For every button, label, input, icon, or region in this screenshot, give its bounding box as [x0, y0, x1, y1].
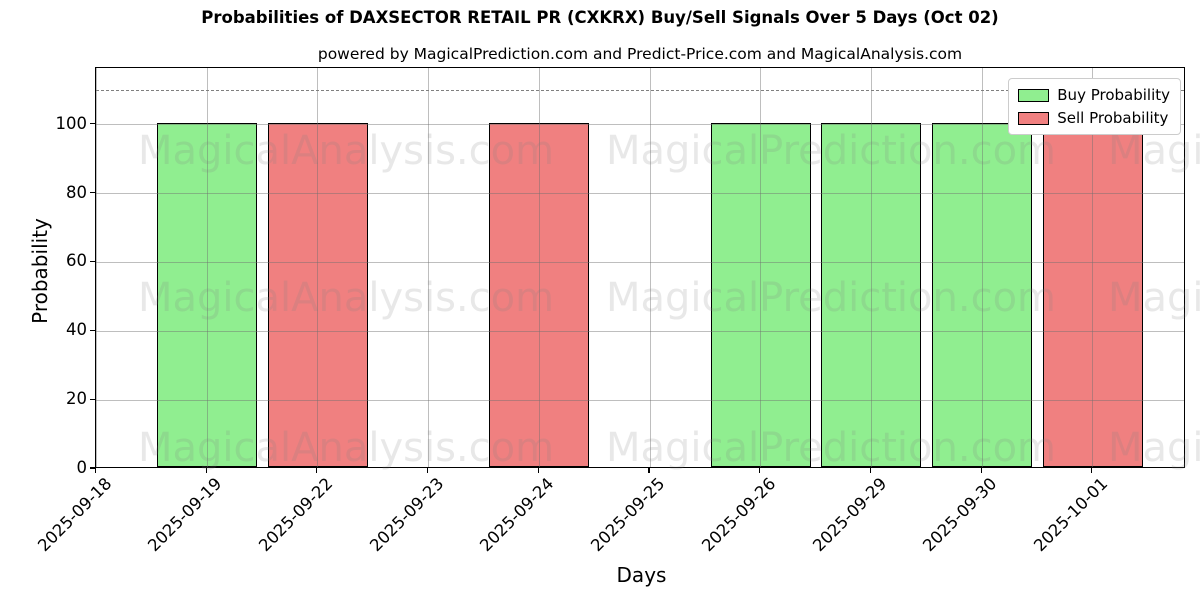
x-gridline — [1092, 68, 1094, 467]
x-gridline — [760, 68, 762, 467]
x-tick-mark — [648, 468, 650, 473]
x-axis-label: Days — [616, 563, 667, 587]
y-gridline — [96, 330, 1184, 332]
y-tick-mark — [90, 260, 95, 263]
legend-label-buy: Buy Probability — [1057, 86, 1170, 104]
bar-buy-2025-09-19 — [157, 122, 258, 467]
legend: Buy Probability Sell Probability — [1008, 78, 1181, 135]
x-tick-label: 2025-09-25 — [587, 474, 669, 556]
x-tick-mark — [94, 468, 97, 473]
y-tick-mark — [90, 123, 95, 125]
x-gridline — [206, 68, 208, 467]
y-tick-label: 80 — [66, 182, 87, 202]
x-tick-label: 2025-09-23 — [365, 474, 448, 556]
x-tick-label: 2025-09-29 — [808, 474, 890, 556]
x-gridline — [96, 68, 97, 467]
buy-probability-swatch — [1018, 88, 1050, 102]
bar-buy-2025-09-30 — [932, 122, 1033, 467]
y-tick-label: 100 — [55, 113, 88, 133]
x-tick-mark — [537, 468, 539, 473]
legend-item-sell: Sell Probability — [1018, 109, 1170, 127]
x-tick-mark — [980, 468, 982, 473]
x-tick-label: 2025-09-18 — [33, 474, 115, 556]
x-gridline — [317, 68, 319, 467]
x-tick-mark — [1091, 468, 1093, 473]
chart-subtitle: powered by MagicalPrediction.com and Pre… — [317, 45, 963, 63]
y-tick-label: 20 — [66, 389, 87, 409]
x-tick-label: 2025-09-19 — [144, 474, 226, 556]
x-tick-label: 2025-10-01 — [1030, 474, 1112, 556]
bar-buy-2025-09-26 — [710, 122, 811, 467]
x-tick-label: 2025-09-24 — [476, 474, 558, 556]
plot-area: MagicalAnalysis.comMagicalPrediction.com… — [95, 67, 1200, 471]
y-tick-label: 40 — [66, 320, 87, 340]
legend-item-buy: Buy Probability — [1018, 86, 1170, 104]
x-gridline — [870, 68, 872, 467]
x-tick-mark — [869, 468, 871, 473]
bar-sell-2025-09-22 — [267, 122, 368, 467]
y-gridline — [96, 124, 1184, 126]
chart-title: Probabilities of DAXSECTOR RETAIL PR (CX… — [201, 8, 999, 27]
y-gridline — [96, 399, 1184, 401]
x-gridline — [538, 68, 540, 467]
sell-probability-swatch — [1018, 111, 1050, 125]
y-gridline — [96, 193, 1184, 195]
bar-buy-2025-09-29 — [821, 122, 922, 467]
x-tick-mark — [205, 468, 207, 473]
legend-label-sell: Sell Probability — [1057, 109, 1169, 127]
x-tick-mark — [316, 468, 318, 473]
y-axis-label: Probability — [28, 218, 52, 324]
y-tick-mark — [90, 398, 95, 400]
grid-layer — [96, 68, 1184, 467]
y-tick-label: 0 — [76, 458, 88, 477]
y-gridline — [96, 261, 1184, 263]
bar-sell-2025-09-24 — [489, 122, 590, 467]
x-tick-label: 2025-09-22 — [255, 474, 337, 556]
x-tick-label: 2025-09-30 — [919, 474, 1001, 556]
x-tick-mark — [427, 468, 429, 473]
bar-sell-2025-10-01 — [1042, 122, 1143, 467]
y-tick-mark — [90, 467, 95, 469]
x-gridline — [428, 68, 430, 467]
y-tick-mark — [90, 192, 95, 194]
x-gridline — [981, 68, 983, 467]
threshold-dashed-line — [96, 90, 1184, 92]
y-tick-label: 60 — [66, 251, 87, 271]
y-tick-mark — [90, 329, 95, 331]
bars-layer — [96, 68, 1184, 467]
x-tick-mark — [759, 468, 761, 473]
x-gridline — [649, 68, 651, 467]
x-tick-label: 2025-09-26 — [697, 474, 780, 556]
